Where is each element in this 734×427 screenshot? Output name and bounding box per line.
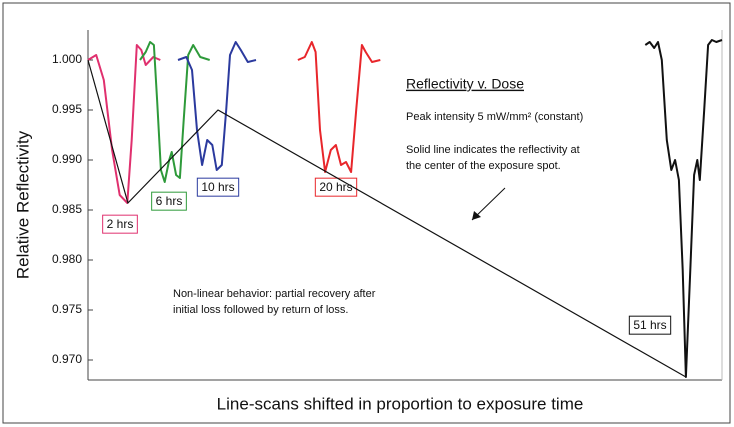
series-label: 20 hrs <box>319 180 352 194</box>
series-label: 6 hrs <box>156 194 183 208</box>
annotation: Non-linear behavior: partial recovery af… <box>173 288 376 300</box>
series-label-box <box>151 191 187 211</box>
scan-line <box>87 44 161 204</box>
y-tick-label: 0.995 <box>52 102 82 116</box>
center-line <box>87 59 687 378</box>
arrow-head <box>472 211 481 220</box>
annotation: the center of the exposure spot. <box>406 160 561 172</box>
scan-line <box>297 41 381 173</box>
y-tick-label: 0.990 <box>52 152 82 166</box>
scan-line <box>139 41 211 183</box>
scan-line <box>644 39 723 378</box>
annotation: Solid line indicates the reflectivity at <box>406 144 580 156</box>
y-tick-label: 0.975 <box>52 302 82 316</box>
y-tick-label: 0.985 <box>52 202 82 216</box>
scan-line <box>177 41 257 171</box>
annotation-title: Reflectivity v. Dose <box>406 76 524 92</box>
y-axis-label: Relative Reflectivity <box>13 130 32 279</box>
series-label-box <box>628 315 672 335</box>
annotation: Peak intensity 5 mW/mm² (constant) <box>406 111 583 123</box>
x-axis-label: Line-scans shifted in proportion to expo… <box>217 394 584 413</box>
y-tick-label: 0.970 <box>52 352 82 366</box>
y-tick-label: 1.000 <box>52 52 82 66</box>
annotation: initial loss followed by return of loss. <box>173 304 348 316</box>
series-label-box <box>102 214 138 234</box>
series-label: 10 hrs <box>201 180 234 194</box>
series-label: 51 hrs <box>633 318 666 332</box>
y-tick-label: 0.980 <box>52 252 82 266</box>
series-label-box <box>196 177 240 197</box>
series-label: 2 hrs <box>107 217 134 231</box>
